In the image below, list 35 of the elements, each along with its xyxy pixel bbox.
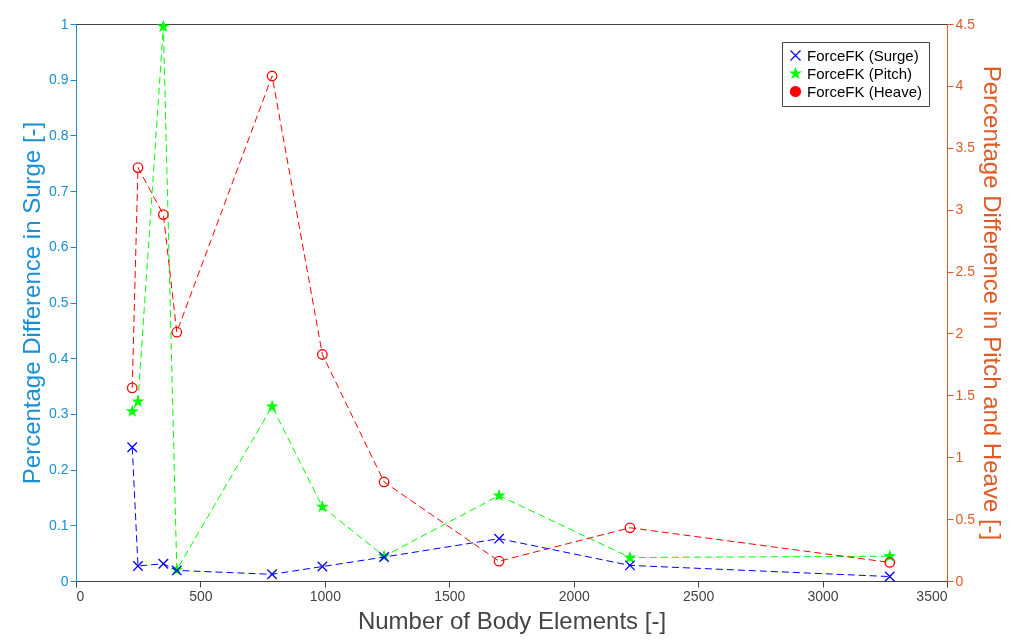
y2-tick-label: 2.5: [955, 263, 976, 280]
x-tick-label: 2500: [683, 587, 715, 604]
x-tick-label: 1500: [434, 587, 466, 604]
legend-label: ForceFK (Heave): [807, 82, 923, 100]
y2-tick-label: 1.5: [955, 386, 976, 403]
y2-tick-label: 2: [955, 324, 964, 341]
x-tick-label: 3000: [807, 587, 839, 604]
x-tick-label: 2000: [558, 587, 590, 604]
y2-tick-label: 3: [955, 201, 964, 218]
y-tick-label: 0: [60, 572, 69, 589]
y2-tick-label: 0.5: [955, 510, 976, 527]
y-tick-label: 0.2: [49, 461, 69, 478]
y-tick-label: 0.4: [49, 349, 69, 366]
y-axis-title: Percentage Difference in Surge [-]: [18, 121, 46, 485]
x-tick-label: 500: [189, 587, 213, 604]
y-tick-label: 0.7: [49, 182, 69, 199]
x-tick-label: 0: [76, 587, 85, 604]
y2-tick-label: 4: [955, 77, 964, 94]
y2-axis-title: Percentage Difference in Pitch and Heave [-]: [978, 65, 1006, 541]
x-axis-title: Number of Body Elements [-]: [357, 606, 667, 634]
y2-tick-label: 3.5: [955, 139, 976, 156]
y-tick-label: 0.5: [49, 294, 69, 310]
y-tick-label: 0.9: [49, 71, 69, 88]
x-tick-label: 3500: [916, 587, 948, 604]
y2-tick-label: 0: [955, 572, 964, 589]
x-tick-label: 1000: [309, 587, 342, 604]
legend-label: ForceFK (Surge): [807, 46, 919, 64]
y2-tick-label: 1: [955, 448, 964, 465]
y-tick-label: 1: [60, 15, 69, 32]
legend-label: ForceFK (Pitch): [807, 64, 913, 82]
y2-tick-label: 4.5: [955, 15, 976, 32]
y-tick-label: 0.8: [49, 126, 69, 143]
y-tick-label: 0.6: [49, 238, 69, 255]
y-tick-label: 0.3: [49, 405, 69, 422]
y-tick-label: 0.1: [49, 516, 69, 533]
